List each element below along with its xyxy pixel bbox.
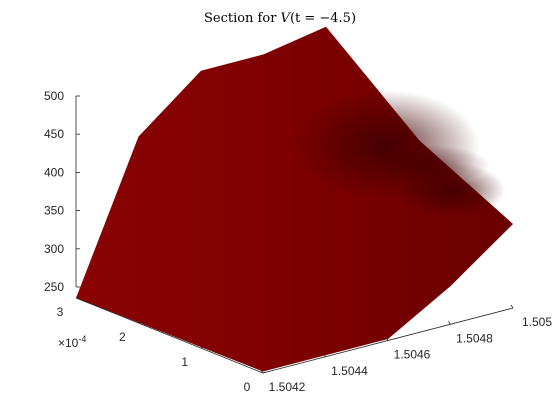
z-tick-label: 500 xyxy=(44,89,64,103)
y-tick-label: 1.5046 xyxy=(394,348,431,362)
x-tick-label: 2 xyxy=(119,330,126,344)
y-ticks: 1.5042 1.5044 1.5046 1.5048 1.505 xyxy=(260,304,552,394)
x-scale-label: ×10-4 xyxy=(58,334,86,350)
x-axis-line xyxy=(75,297,264,374)
surface-dark-shading-3 xyxy=(370,145,490,185)
z-tick-label: 300 xyxy=(44,242,64,256)
y-tick-mark xyxy=(385,337,389,341)
chart-title-rest: (t = −4.5) xyxy=(290,11,356,26)
y-tick-mark xyxy=(448,321,451,325)
y-tick-mark xyxy=(510,304,514,309)
x-tick-label: 3 xyxy=(57,305,64,319)
x-tick-mark xyxy=(75,296,80,299)
y-tick-mark xyxy=(260,369,264,374)
chart-title: Section for V(t = −4.5) xyxy=(204,11,356,26)
y-tick-label: 1.505 xyxy=(522,315,552,329)
z-tick-label: 400 xyxy=(44,165,64,179)
y-tick-label: 1.5042 xyxy=(269,380,306,394)
x-tick-label: 0 xyxy=(244,380,251,394)
z-ticks: 250 300 350 400 450 500 xyxy=(44,89,80,294)
x-scale-exp: -4 xyxy=(78,334,86,344)
z-tick-label: 450 xyxy=(44,127,64,141)
surface xyxy=(76,26,513,372)
x-tick-mark xyxy=(262,371,267,374)
y-tick-label: 1.5048 xyxy=(456,331,493,345)
z-tick-label: 250 xyxy=(44,280,64,294)
z-tick-label: 350 xyxy=(44,204,64,218)
chart-title-prefix: Section for xyxy=(204,11,281,26)
x-scale-base: ×10 xyxy=(58,336,79,350)
x-tick-mark xyxy=(200,346,204,349)
chart-title-var: V xyxy=(281,11,292,26)
x-ticks: 0 1 2 3 xyxy=(57,296,267,394)
x-tick-mark xyxy=(138,321,142,324)
x-tick-label: 1 xyxy=(181,355,188,369)
y-tick-label: 1.5044 xyxy=(331,364,368,378)
y-tick-mark xyxy=(323,353,326,357)
surface-patch xyxy=(76,26,513,372)
